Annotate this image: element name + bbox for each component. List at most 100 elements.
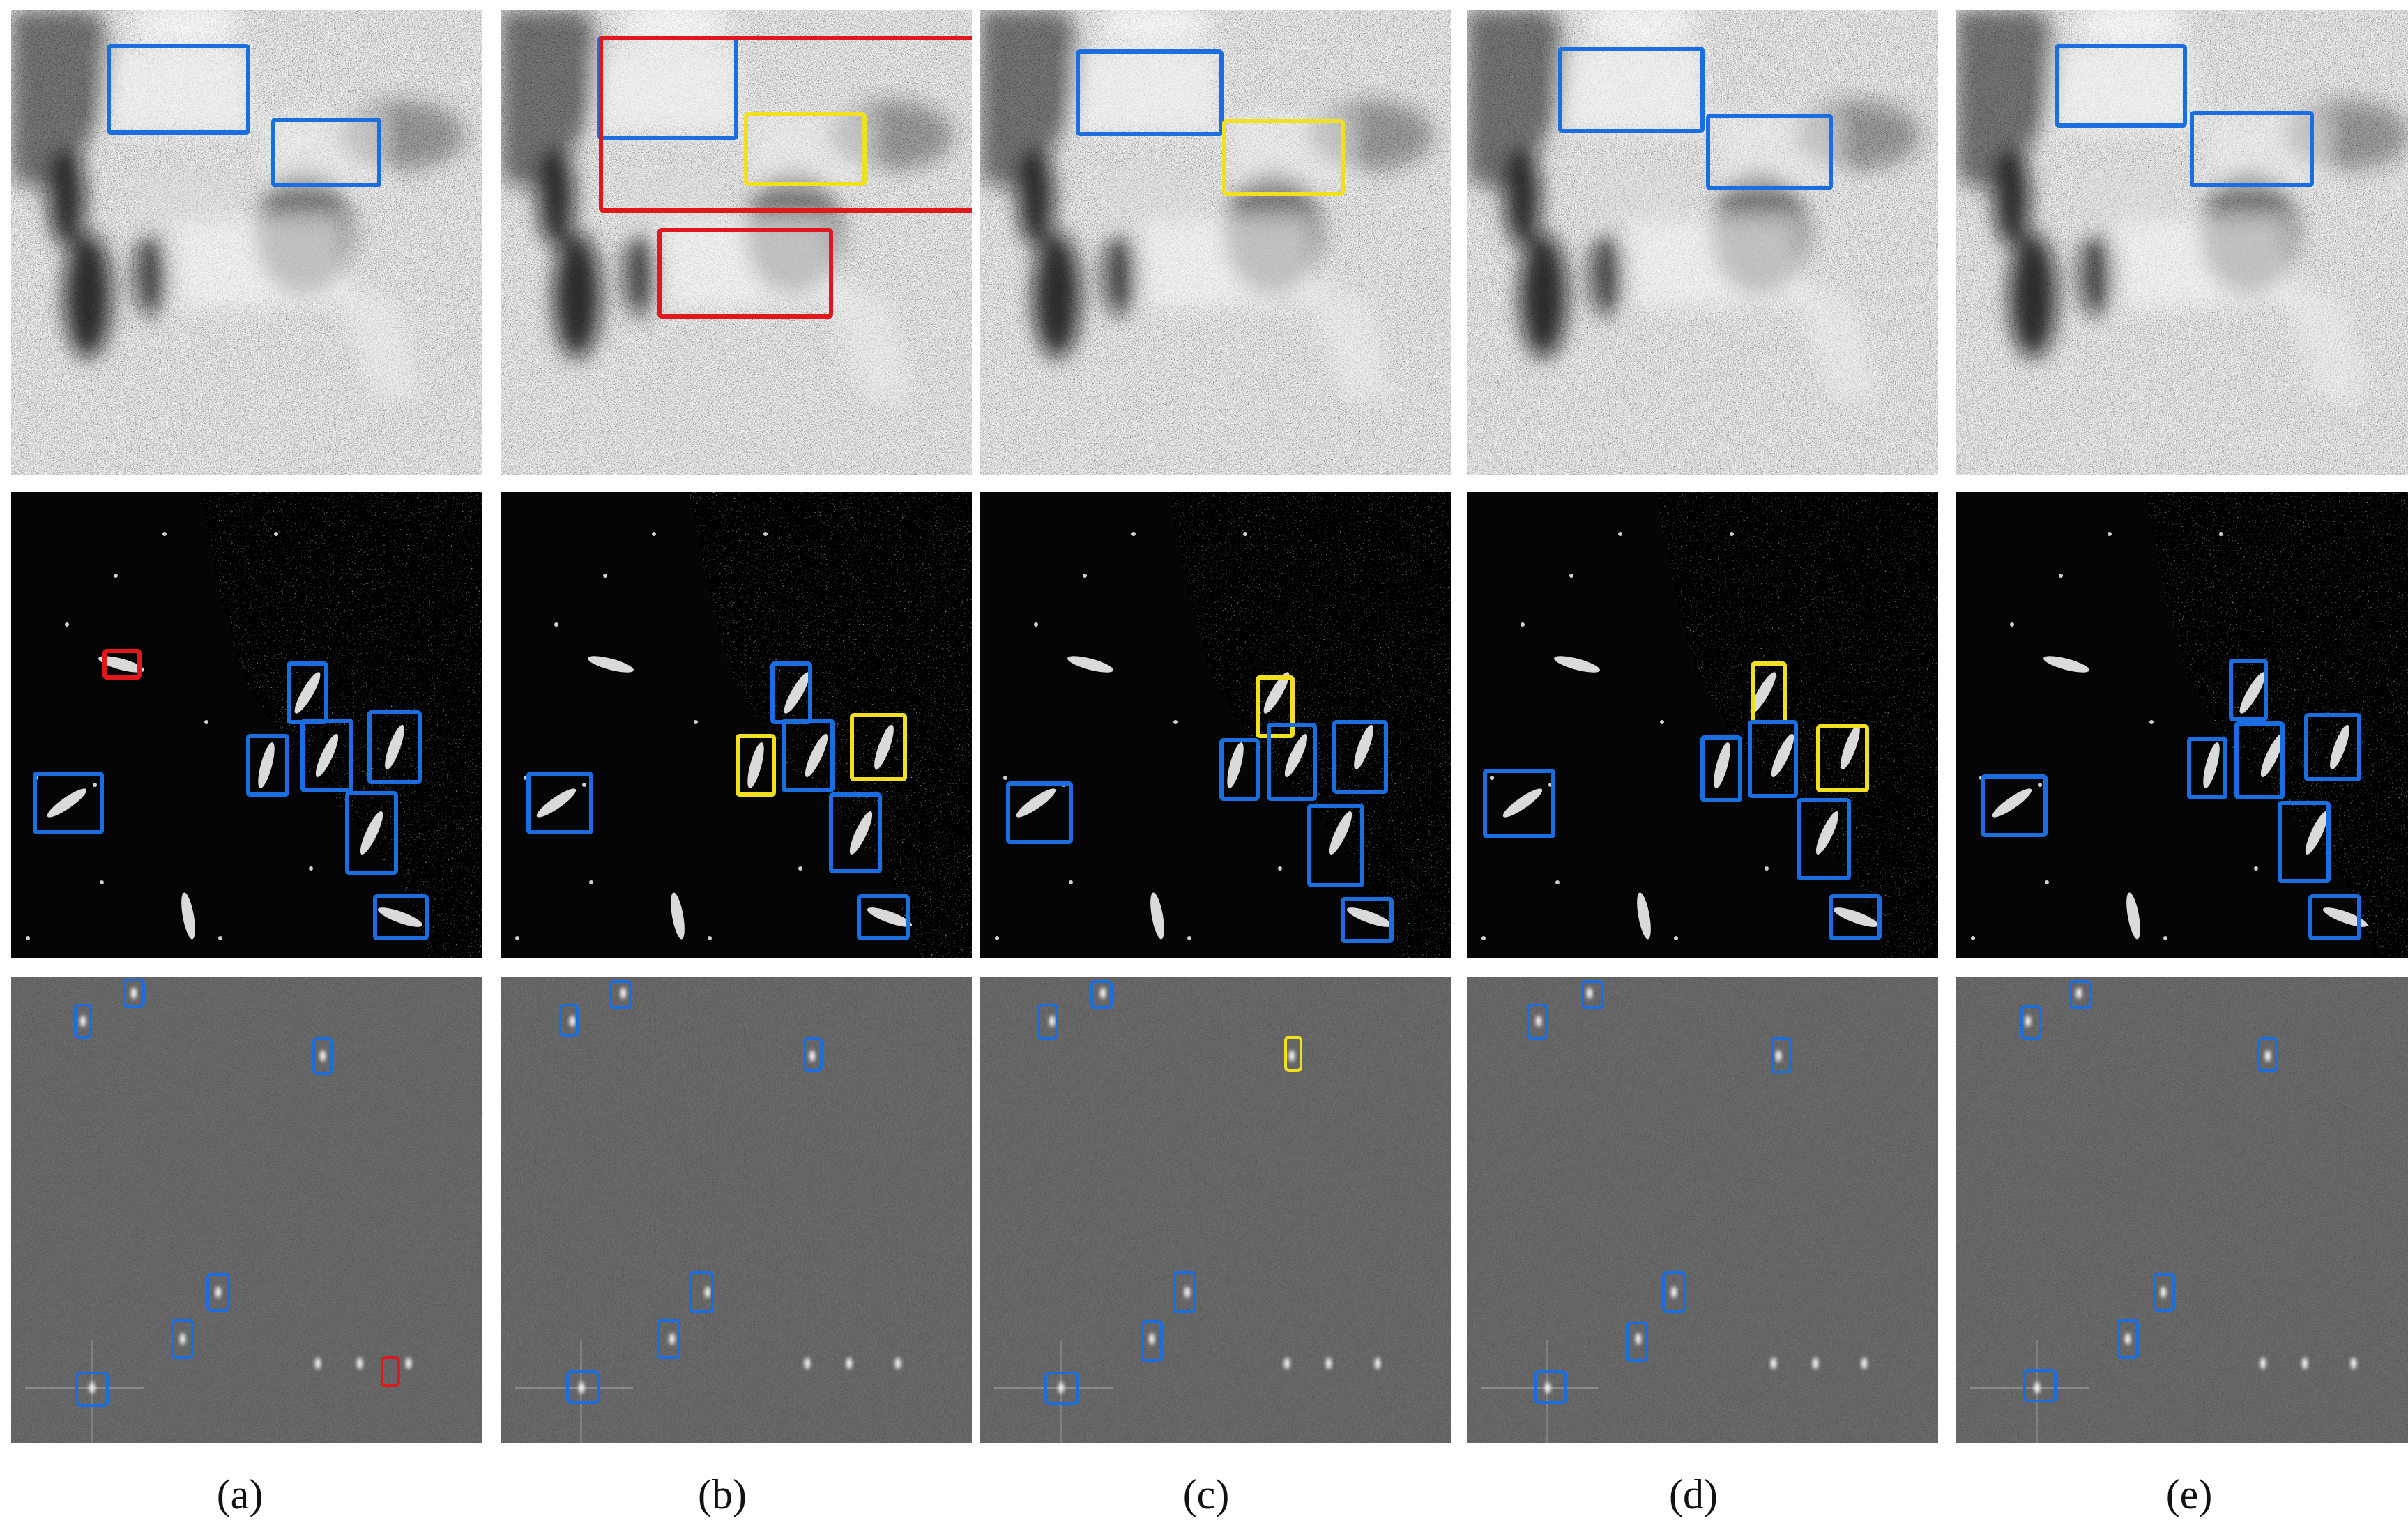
detection-box xyxy=(1267,723,1317,801)
detection-box xyxy=(75,1372,109,1407)
detection-box xyxy=(1700,735,1742,802)
false-alarm-box xyxy=(381,1356,400,1387)
missed-target-box xyxy=(1256,675,1295,738)
sar-image xyxy=(11,10,482,475)
detection-box xyxy=(2304,713,2361,781)
detection-box xyxy=(829,792,882,873)
panel-offshore-ships-scene-1 xyxy=(11,977,482,1443)
panel-port-ships-scene-3 xyxy=(980,492,1451,958)
detection-box xyxy=(2117,1319,2139,1359)
detection-box xyxy=(1626,1322,1648,1362)
sar-image xyxy=(11,492,482,958)
detection-box xyxy=(609,980,632,1009)
detection-box xyxy=(657,1319,680,1359)
sar-image xyxy=(1956,977,2408,1443)
sar-image xyxy=(501,977,972,1443)
false-alarm-box xyxy=(102,649,142,680)
detection-box xyxy=(33,772,104,834)
detection-box xyxy=(1981,774,2048,837)
detection-box xyxy=(2234,721,2285,799)
detection-box xyxy=(172,1319,194,1359)
detection-box xyxy=(1771,1037,1792,1073)
detection-box xyxy=(2153,1273,2175,1312)
caption-label: (e) xyxy=(2165,1471,2213,1517)
caption-label: (c) xyxy=(1182,1471,1230,1517)
sar-image xyxy=(980,977,1451,1443)
missed-target-box xyxy=(1222,119,1345,196)
detection-box xyxy=(857,894,910,940)
detection-box xyxy=(1090,980,1113,1009)
detection-box xyxy=(2020,1005,2041,1040)
detection-box xyxy=(526,772,593,834)
sar-image xyxy=(501,10,972,475)
panel-harbor-scene-1 xyxy=(11,10,482,475)
detection-box xyxy=(1748,720,1798,798)
detection-box xyxy=(107,44,250,135)
detection-box xyxy=(559,1004,579,1037)
sar-image xyxy=(11,977,482,1443)
detection-box xyxy=(1173,1271,1196,1313)
panel-offshore-ships-scene-5 xyxy=(1956,977,2408,1443)
detection-box xyxy=(1044,1372,1079,1405)
detection-box xyxy=(782,719,835,792)
caption-label: (d) xyxy=(1669,1471,1718,1517)
detection-box xyxy=(1141,1320,1163,1362)
detection-box xyxy=(1307,804,1364,887)
detection-box xyxy=(1332,720,1388,794)
detection-box xyxy=(2278,801,2331,883)
sar-image xyxy=(1956,492,2408,958)
panel-harbor-scene-4 xyxy=(1467,10,1938,475)
detection-box xyxy=(74,1004,92,1039)
detection-box xyxy=(373,894,429,940)
false-alarm-box xyxy=(599,36,972,213)
detection-box xyxy=(1006,781,1073,844)
panel-harbor-scene-5 xyxy=(1956,10,2408,475)
detection-box xyxy=(2190,111,2314,187)
panel-offshore-ships-scene-4 xyxy=(1467,977,1938,1443)
missed-target-box xyxy=(1816,724,1869,792)
panel-offshore-ships-scene-3 xyxy=(980,977,1451,1443)
caption-label: (b) xyxy=(698,1471,747,1517)
detection-box xyxy=(1797,798,1851,880)
panel-offshore-ships-scene-2 xyxy=(501,977,972,1443)
panel-port-ships-scene-5 xyxy=(1956,492,2408,958)
detection-box xyxy=(1076,49,1224,136)
detection-box xyxy=(1662,1271,1686,1313)
missed-target-box xyxy=(744,112,867,186)
detection-box xyxy=(1558,47,1705,133)
detection-box xyxy=(123,979,145,1008)
detection-box xyxy=(1527,1004,1548,1040)
panel-port-ships-scene-2 xyxy=(501,492,972,958)
detection-box xyxy=(312,1037,333,1075)
detection-box xyxy=(689,1271,714,1313)
detection-box xyxy=(1219,738,1260,801)
sar-image xyxy=(980,10,1451,475)
panel-harbor-scene-3 xyxy=(980,10,1451,475)
missed-target-box xyxy=(736,734,776,797)
detection-box xyxy=(1706,114,1833,190)
false-alarm-box xyxy=(657,228,833,319)
detection-box xyxy=(345,791,398,875)
panel-harbor-scene-2 xyxy=(501,10,972,475)
detection-box xyxy=(2257,1037,2278,1072)
missed-target-box xyxy=(850,713,907,781)
sar-image xyxy=(1956,10,2408,475)
detection-box xyxy=(206,1273,230,1312)
detection-box xyxy=(1483,769,1555,838)
caption-label: (a) xyxy=(216,1471,264,1517)
detection-box xyxy=(566,1370,600,1404)
detection-box xyxy=(300,719,353,792)
sar-image xyxy=(1467,10,1938,475)
detection-box xyxy=(2023,1369,2057,1402)
detection-box xyxy=(367,710,422,784)
detection-box xyxy=(2187,737,2227,799)
detection-box xyxy=(246,734,289,797)
sar-image xyxy=(1467,492,1938,958)
sar-image xyxy=(501,492,972,958)
detection-box xyxy=(2229,659,2268,721)
detection-box xyxy=(1534,1370,1567,1404)
detection-box xyxy=(1581,980,1603,1009)
detection-box xyxy=(1829,894,1882,940)
detection-box xyxy=(2069,980,2091,1009)
missed-target-box xyxy=(1284,1036,1302,1072)
